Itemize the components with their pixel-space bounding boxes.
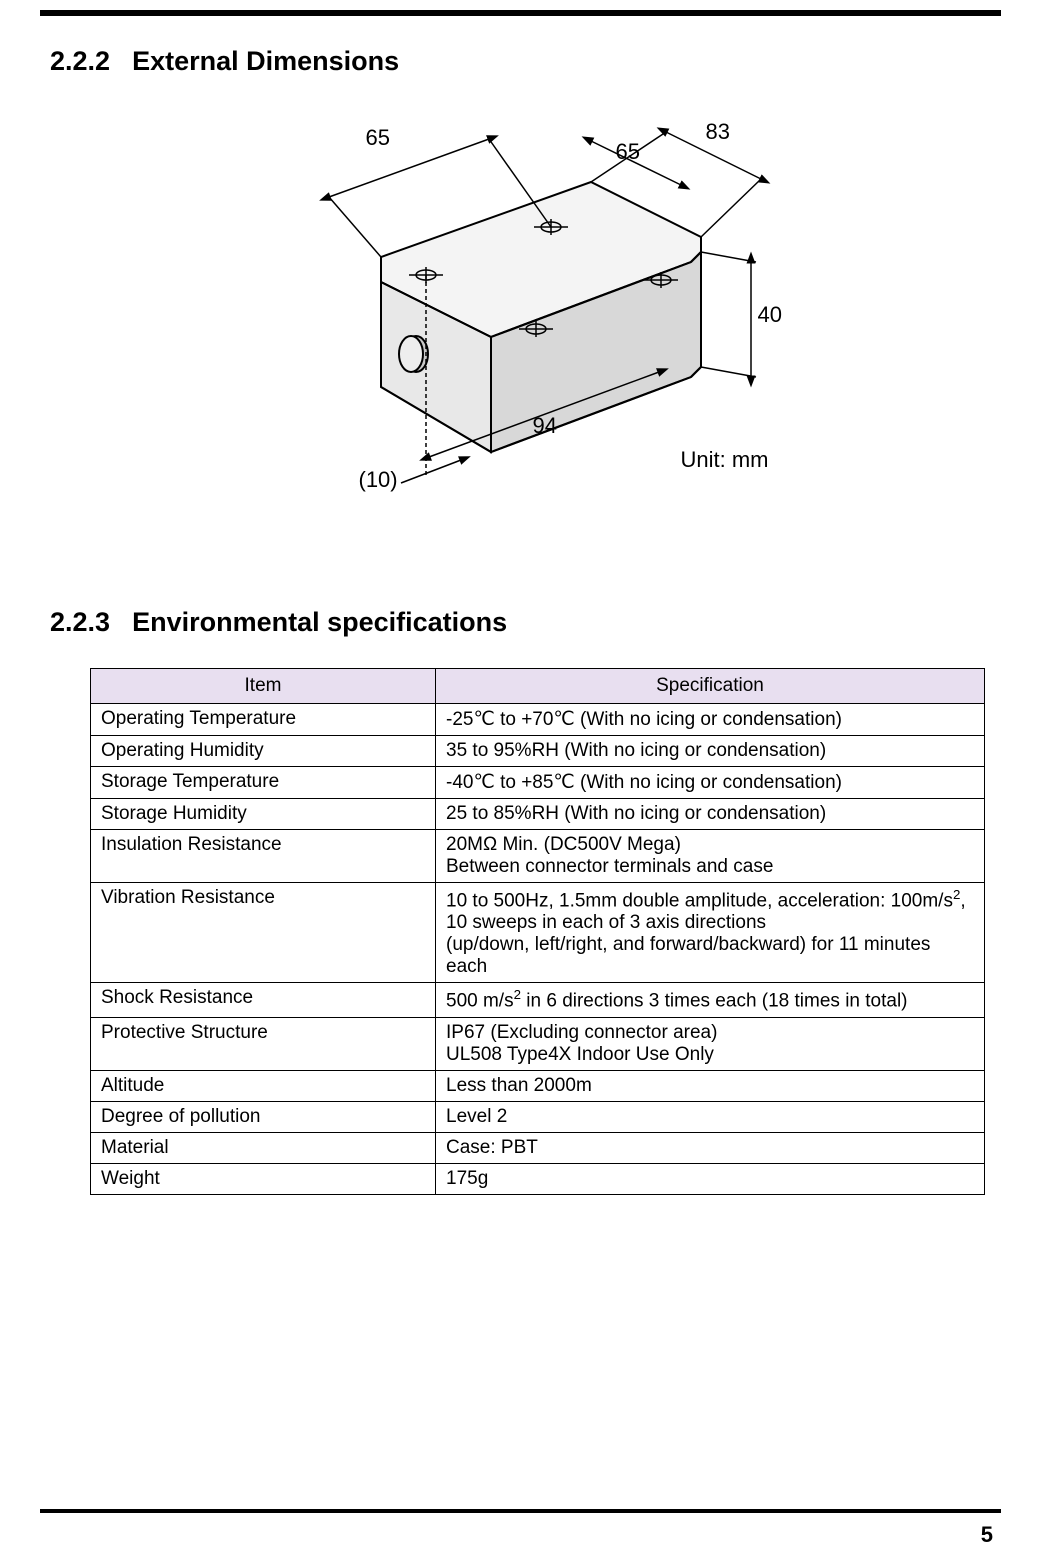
- env-spec-tbody: Operating Temperature-25℃ to +70℃ (With …: [91, 704, 985, 1195]
- dim-10: (10): [359, 467, 398, 493]
- dim-65b: 65: [616, 139, 640, 165]
- cell-item: Storage Temperature: [91, 767, 436, 799]
- table-row: Shock Resistance500 m/s2 in 6 directions…: [91, 983, 985, 1017]
- cell-item: Operating Temperature: [91, 704, 436, 736]
- cell-spec: Level 2: [436, 1101, 985, 1132]
- cell-spec: 20MΩ Min. (DC500V Mega)Between connector…: [436, 830, 985, 883]
- table-row: MaterialCase: PBT: [91, 1132, 985, 1163]
- table-header-row: Item Specification: [91, 669, 985, 704]
- dim-65a: 65: [366, 125, 390, 151]
- cell-spec: 175g: [436, 1163, 985, 1194]
- unit-label: Unit: mm: [681, 447, 769, 473]
- dim-94: 94: [533, 413, 557, 439]
- page-number: 5: [981, 1522, 993, 1548]
- cell-spec: -40℃ to +85℃ (With no icing or condensat…: [436, 767, 985, 799]
- table-row: Operating Humidity35 to 95%RH (With no i…: [91, 736, 985, 767]
- cell-spec: 35 to 95%RH (With no icing or condensati…: [436, 736, 985, 767]
- table-row: Insulation Resistance20MΩ Min. (DC500V M…: [91, 830, 985, 883]
- dim-83: 83: [706, 119, 730, 145]
- table-row: Vibration Resistance10 to 500Hz, 1.5mm d…: [91, 883, 985, 983]
- table-row: Protective StructureIP67 (Excluding conn…: [91, 1017, 985, 1070]
- cell-item: Weight: [91, 1163, 436, 1194]
- table-row: Weight175g: [91, 1163, 985, 1194]
- cell-item: Protective Structure: [91, 1017, 436, 1070]
- dimensions-diagram-wrap: 65 65 83 40 94 (10) Unit: mm: [50, 107, 991, 507]
- table-row: Storage Humidity25 to 85%RH (With no ici…: [91, 799, 985, 830]
- cell-spec: IP67 (Excluding connector area)UL508 Typ…: [436, 1017, 985, 1070]
- cell-item: Storage Humidity: [91, 799, 436, 830]
- table-row: Storage Temperature-40℃ to +85℃ (With no…: [91, 767, 985, 799]
- cell-spec: Less than 2000m: [436, 1070, 985, 1101]
- table-row: AltitudeLess than 2000m: [91, 1070, 985, 1101]
- cell-spec: Case: PBT: [436, 1132, 985, 1163]
- table-row: Degree of pollutionLevel 2: [91, 1101, 985, 1132]
- th-spec: Specification: [436, 669, 985, 704]
- cell-spec: 10 to 500Hz, 1.5mm double amplitude, acc…: [436, 883, 985, 983]
- section-dimensions-heading: 2.2.2 External Dimensions: [50, 46, 991, 77]
- section-env-number: 2.2.3: [50, 607, 110, 637]
- cell-spec: -25℃ to +70℃ (With no icing or condensat…: [436, 704, 985, 736]
- cell-item: Altitude: [91, 1070, 436, 1101]
- cell-item: Shock Resistance: [91, 983, 436, 1017]
- dimensions-diagram: 65 65 83 40 94 (10) Unit: mm: [221, 107, 821, 507]
- cell-spec: 500 m/s2 in 6 directions 3 times each (1…: [436, 983, 985, 1017]
- env-spec-table: Item Specification Operating Temperature…: [90, 668, 985, 1195]
- cell-item: Degree of pollution: [91, 1101, 436, 1132]
- cell-item: Material: [91, 1132, 436, 1163]
- bottom-rule: [40, 1509, 1001, 1513]
- section-dimensions-number: 2.2.2: [50, 46, 110, 76]
- dim-40: 40: [758, 302, 782, 328]
- cell-spec: 25 to 85%RH (With no icing or condensati…: [436, 799, 985, 830]
- section-env-heading: 2.2.3 Environmental specifications: [50, 607, 991, 638]
- cell-item: Operating Humidity: [91, 736, 436, 767]
- th-item: Item: [91, 669, 436, 704]
- page-content: 2.2.2 External Dimensions: [0, 16, 1041, 1195]
- section-dimensions-title: External Dimensions: [132, 46, 399, 76]
- section-env-title: Environmental specifications: [132, 607, 507, 637]
- cell-item: Vibration Resistance: [91, 883, 436, 983]
- cell-item: Insulation Resistance: [91, 830, 436, 883]
- table-row: Operating Temperature-25℃ to +70℃ (With …: [91, 704, 985, 736]
